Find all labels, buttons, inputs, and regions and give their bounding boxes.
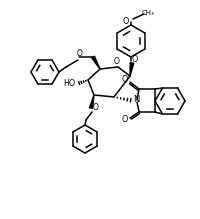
Text: O: O — [114, 58, 120, 67]
Text: O: O — [77, 48, 83, 58]
Polygon shape — [92, 56, 100, 69]
Text: CH₃: CH₃ — [142, 10, 154, 16]
Text: O: O — [122, 76, 128, 85]
Text: N: N — [133, 95, 139, 104]
Text: O: O — [122, 115, 128, 124]
Polygon shape — [130, 63, 134, 76]
Text: O: O — [123, 16, 129, 25]
Polygon shape — [89, 95, 94, 108]
Text: O: O — [132, 55, 138, 65]
Text: O: O — [93, 102, 99, 111]
Text: HO: HO — [63, 78, 75, 88]
